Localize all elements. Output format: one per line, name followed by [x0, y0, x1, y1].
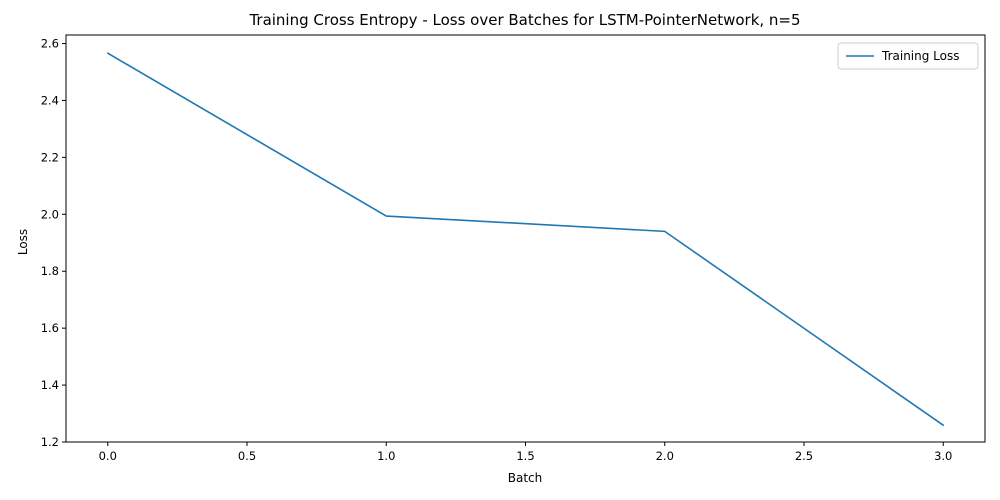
plot-border — [65, 34, 986, 443]
y-axis-label: Loss — [16, 229, 30, 255]
y-tick-label: 2.4 — [41, 93, 59, 107]
y-tick-label: 1.2 — [41, 435, 59, 449]
legend-label: Training Loss — [881, 49, 959, 63]
y-tick-label: 1.8 — [41, 264, 59, 278]
x-tick-label: 1.5 — [516, 449, 534, 463]
chart-title: Training Cross Entropy - Loss over Batch… — [248, 11, 800, 29]
plot-area — [65, 34, 986, 443]
x-tick-label: 3.0 — [934, 449, 952, 463]
y-tick-label: 2.0 — [41, 207, 59, 221]
series-line-training-loss — [106, 52, 945, 427]
x-axis-label: Batch — [508, 471, 543, 485]
y-tick-label: 1.6 — [41, 321, 59, 335]
y-tick-label: 2.6 — [41, 37, 59, 51]
x-tick-label: 2.5 — [795, 449, 813, 463]
series-layer — [106, 52, 945, 427]
x-tick-label: 0.0 — [99, 449, 117, 463]
x-tick-label: 0.5 — [238, 449, 256, 463]
x-axis: 0.0 0.5 1.0 1.5 2.0 2.5 3.0 — [99, 442, 952, 463]
y-axis: 1.2 1.4 1.6 1.8 2.0 2.2 2.4 2.6 — [41, 37, 66, 449]
x-tick-label: 2.0 — [656, 449, 674, 463]
y-tick-label: 2.2 — [41, 150, 59, 164]
y-tick-label: 1.4 — [41, 378, 59, 392]
x-tick-label: 1.0 — [377, 449, 395, 463]
legend: Training Loss — [837, 42, 979, 70]
legend-box — [837, 42, 979, 70]
